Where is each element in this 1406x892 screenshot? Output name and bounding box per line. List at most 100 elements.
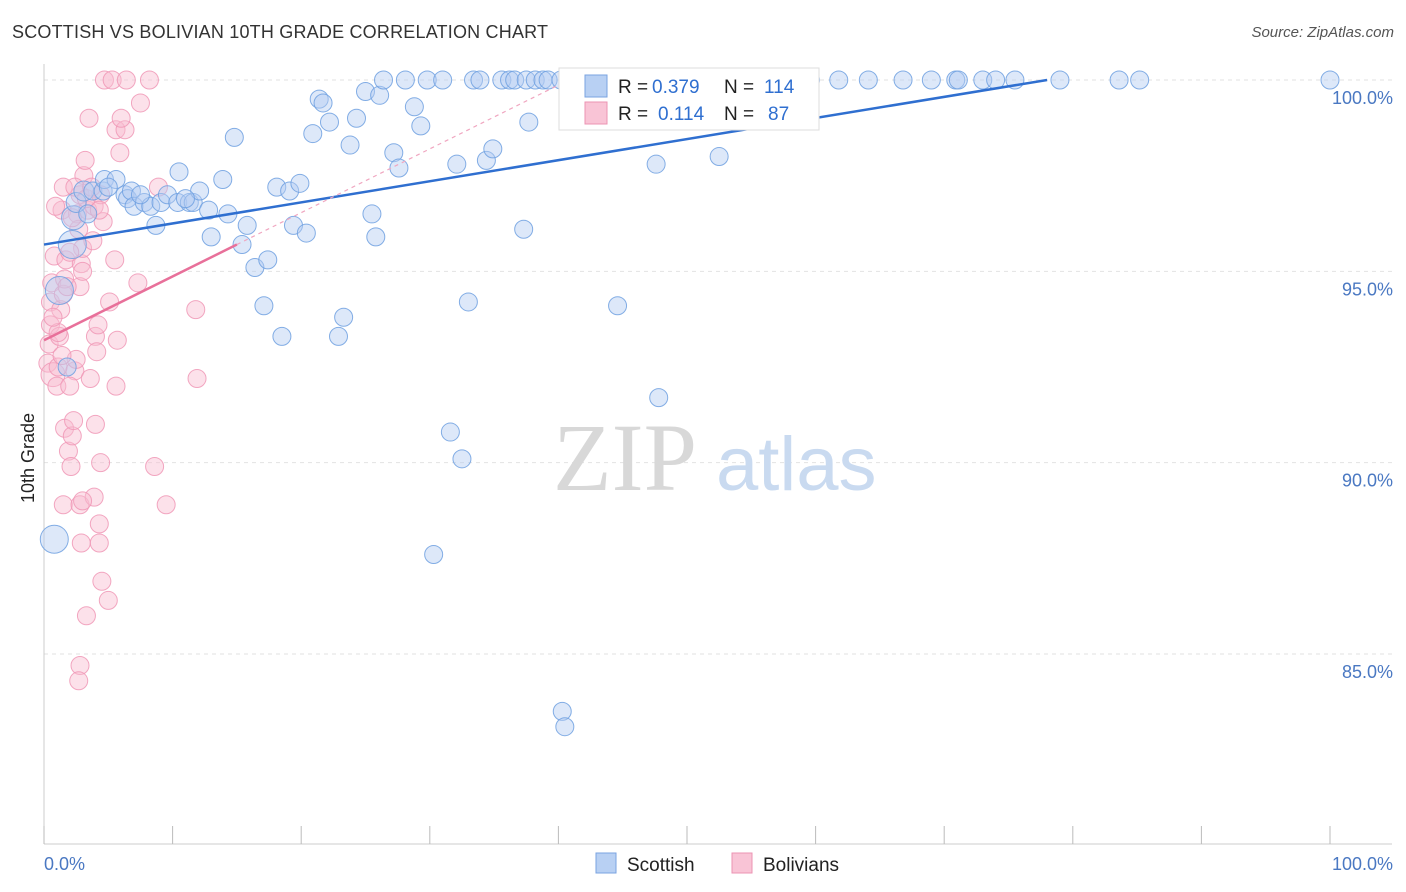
scottish-point-105 — [1109, 70, 1129, 90]
scottish-point-16 — [151, 192, 171, 212]
bolivians-point-43 — [85, 326, 105, 346]
bolivians-point-69 — [106, 376, 126, 396]
bottom-legend-scottish: Scottish — [627, 855, 695, 876]
scottish-trend-line — [43, 78, 1048, 246]
y-tick-label-3: 100.0% — [1332, 88, 1393, 108]
scottish-point-38 — [290, 173, 310, 193]
scottish-point-107 — [1320, 70, 1340, 90]
legend-swatch-scottish — [584, 74, 608, 98]
scottish-point-59 — [424, 545, 444, 565]
bolivians-point-4 — [42, 273, 62, 293]
bolivians-point-5 — [44, 246, 64, 266]
scottish-point-95 — [829, 70, 849, 90]
bolivians-point-85 — [73, 491, 93, 511]
bolivians-point-12 — [55, 269, 75, 289]
scottish-point-110 — [98, 177, 118, 197]
scottish-point-72 — [514, 219, 534, 239]
bolivians-point-68 — [107, 330, 127, 350]
legend-n-bolivians: 87 — [768, 104, 789, 125]
scottish-point-111 — [130, 185, 150, 205]
bolivians-point-72 — [62, 208, 82, 228]
scottish-point-26 — [213, 169, 233, 189]
bolivians-point-52 — [98, 590, 118, 610]
scottish-point-35 — [272, 326, 292, 346]
bolivians-point-49 — [92, 571, 112, 591]
scottish-point-108 — [57, 357, 77, 377]
scottish-point-18 — [157, 185, 177, 205]
scottish-point-56 — [404, 97, 424, 117]
bolivians-point-36 — [76, 606, 96, 626]
bolivians-point-33 — [69, 671, 89, 691]
legend-r-label-bolivians: R = — [618, 104, 648, 125]
y-tick-label-1: 90.0% — [1342, 471, 1393, 491]
bolivians-points — [38, 70, 207, 691]
scottish-point-79 — [552, 701, 572, 721]
scottish-point-0 — [39, 524, 69, 554]
bolivians-point-65 — [156, 495, 176, 515]
scottish-point-60 — [433, 70, 453, 90]
bolivians-point-48 — [91, 453, 111, 473]
scottish-point-62 — [447, 154, 467, 174]
scottish-point-47 — [346, 108, 366, 128]
scottish-point-74 — [519, 112, 539, 132]
legend-n-scottish: 114 — [764, 77, 795, 98]
bolivians-point-86 — [89, 200, 109, 220]
stats-legend: R = 0.379 N = 114 R = 0.114 N = 87 — [558, 67, 820, 131]
scottish-point-66 — [470, 70, 490, 90]
scottish-point-24 — [199, 200, 219, 220]
bottom-legend-swatch-bolivians — [731, 852, 753, 874]
scottish-point-87 — [649, 388, 669, 408]
legend-r-bolivians: 0.114 — [658, 104, 705, 125]
scottish-point-58 — [417, 70, 437, 90]
scottish-point-34 — [267, 177, 287, 197]
scottish-point-46 — [340, 135, 360, 155]
scottish-point-32 — [254, 296, 274, 316]
scottish-point-57 — [411, 116, 431, 136]
y-tick-label-2: 95.0% — [1342, 279, 1393, 299]
scottish-point-20 — [169, 162, 189, 182]
scottish-point-55 — [395, 70, 415, 90]
x-tick-label-0: 0.0% — [44, 854, 85, 874]
scottish-point-42 — [313, 93, 333, 113]
scottish-point-84 — [608, 296, 628, 316]
bottom-legend-swatch-scottish — [595, 852, 617, 874]
watermark: ZIP atlas — [553, 404, 877, 511]
scottish-point-106 — [1130, 70, 1150, 90]
bolivians-point-10 — [51, 300, 71, 320]
scottish-point-65 — [464, 70, 484, 90]
scottish-point-25 — [201, 227, 221, 247]
legend-r-label-scottish: R = — [618, 77, 648, 98]
bottom-legend: Scottish Bolivians — [595, 852, 839, 876]
scottish-point-36 — [280, 181, 300, 201]
watermark-zip: ZIP — [553, 404, 697, 511]
bolivians-point-44 — [87, 342, 107, 362]
bolivians-point-79 — [85, 414, 105, 434]
scottish-point-109 — [78, 204, 98, 224]
scottish-point-39 — [296, 223, 316, 243]
y-axis-label: 10th Grade — [18, 413, 38, 503]
bolivians-point-20 — [62, 426, 82, 446]
bolivians-point-47 — [89, 533, 109, 553]
bolivians-point-57 — [110, 143, 130, 163]
scottish-point-89 — [709, 147, 729, 167]
bolivians-point-59 — [116, 70, 136, 90]
scottish-point-70 — [500, 70, 520, 90]
bolivians-point-39 — [80, 368, 100, 388]
scottish-point-45 — [334, 307, 354, 327]
scottish-point-43 — [319, 112, 339, 132]
bolivians-point-51 — [94, 70, 114, 90]
scottish-point-13 — [124, 196, 144, 216]
scottish-point-64 — [458, 292, 478, 312]
x-tick-label-1: 100.0% — [1332, 854, 1393, 874]
bolivians-point-73 — [57, 277, 77, 297]
bolivians-point-35 — [75, 150, 95, 170]
scottish-point-44 — [328, 326, 348, 346]
gridlines — [44, 79, 1392, 655]
scottish-point-86 — [646, 154, 666, 174]
scottish-point-40 — [303, 124, 323, 144]
y-tick-label-0: 85.0% — [1342, 662, 1393, 682]
scottish-point-49 — [362, 204, 382, 224]
scottish-point-30 — [237, 215, 257, 235]
scottish-point-50 — [366, 227, 386, 247]
bolivians-point-74 — [46, 196, 66, 216]
